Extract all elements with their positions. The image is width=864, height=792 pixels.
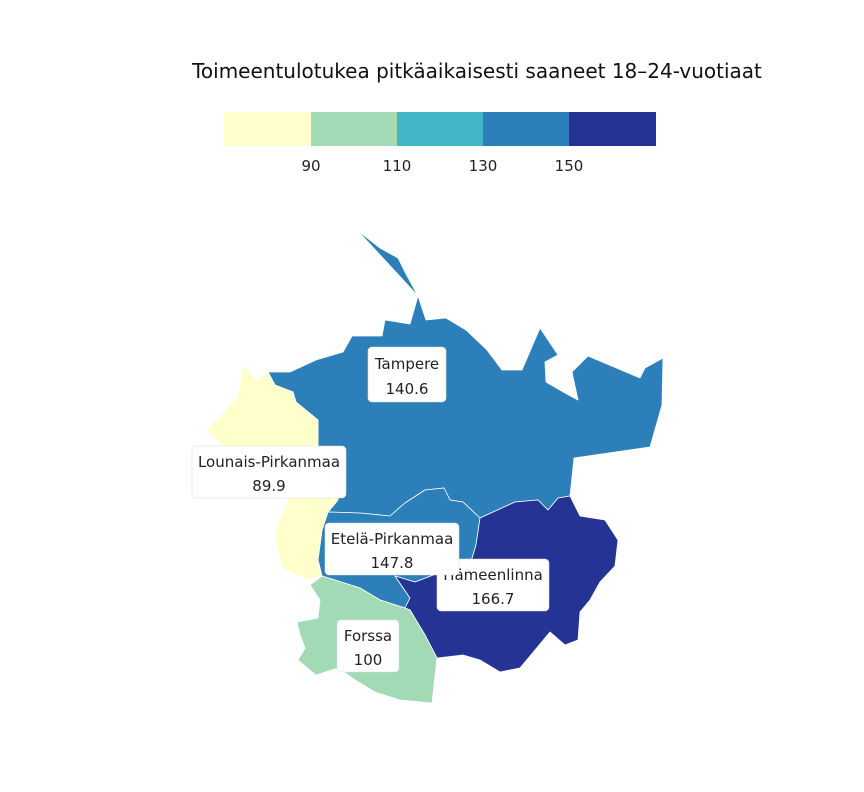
region-value: 166.7 — [472, 590, 515, 608]
label-hameenlinna: Hämeenlinna 166.7 — [436, 558, 550, 612]
legend-bin-5 — [569, 112, 656, 146]
region-name: Lounais-Pirkanmaa — [198, 453, 340, 471]
legend-tick-label: 150 — [555, 157, 584, 175]
region-labels: Tampere 140.6 Lounais-Pirkanmaa 89.9 Häm… — [191, 346, 550, 673]
legend-bin-2 — [311, 112, 397, 146]
label-etela-pirkanmaa: Etelä-Pirkanmaa 147.8 — [324, 522, 460, 576]
legend-tick-label: 130 — [469, 157, 498, 175]
legend-tick-label: 110 — [383, 157, 412, 175]
legend-bin-3 — [397, 112, 483, 146]
label-tampere: Tampere 140.6 — [367, 346, 447, 403]
legend-bin-1 — [224, 112, 311, 146]
region-name: Tampere — [374, 355, 439, 373]
label-lounais-pirkanmaa: Lounais-Pirkanmaa 89.9 — [191, 445, 347, 499]
region-value: 140.6 — [386, 380, 429, 398]
region-value: 147.8 — [371, 554, 414, 572]
region-name: Hämeenlinna — [443, 566, 543, 584]
legend-bin-4 — [483, 112, 569, 146]
region-value: 89.9 — [252, 477, 285, 495]
color-legend: 90 110 130 150 — [224, 112, 656, 175]
map-title: Toimeentulotukea pitkäaikaisesti saaneet… — [191, 59, 762, 83]
region-name: Etelä-Pirkanmaa — [331, 530, 454, 548]
region-name: Forssa — [344, 627, 392, 645]
region-value: 100 — [354, 651, 383, 669]
label-forssa: Forssa 100 — [336, 619, 400, 673]
legend-tick-label: 90 — [301, 157, 320, 175]
